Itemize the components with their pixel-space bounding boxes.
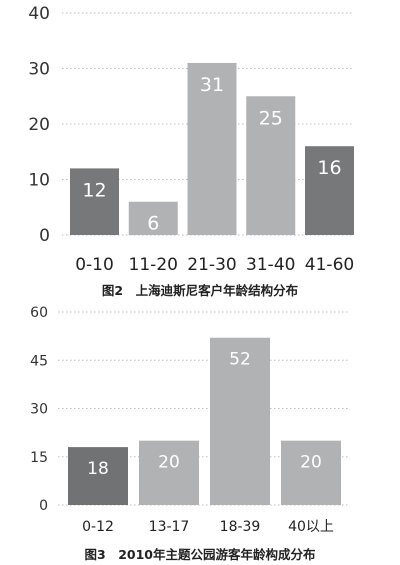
y-tick-label: 15 [30,450,48,466]
bar [139,440,199,505]
data-label: 20 [158,453,180,473]
visitor-age-chart: 0 15 30 45 60 18 0-12 20 13-17 52 18-39 20 40以上 [0,300,400,542]
x-tick-label: 41-60 [305,255,354,275]
x-tick-label: 0-12 [82,519,114,535]
x-tick-label: 18-39 [220,519,261,535]
bar [128,201,178,235]
y-tick-label: 30 [30,402,48,418]
x-tick-label: 21-30 [187,255,236,275]
y-tick-label: 20 [28,115,50,135]
age-structure-chart: 0 10 20 30 40 12 0-10 6 11-20 31 21-30 25 31-40 16 41-… [0,0,400,280]
y-tick-label: 45 [30,353,48,369]
data-label: 6 [147,213,159,235]
bar [187,62,237,236]
data-label: 16 [317,157,341,179]
bar [68,447,128,505]
x-tick-label: 0-10 [75,255,114,275]
x-tick-label: 11-20 [129,255,178,275]
data-label: 25 [259,107,283,129]
bar [281,440,341,505]
y-tick-label: 10 [28,171,50,191]
data-label: 20 [300,453,322,473]
chart-svg: 0 10 20 30 40 12 0-10 6 11-20 31 21-30 25 31-40 16 41-… [28,4,354,275]
x-tick-label: 40以上 [288,519,334,535]
bar [70,168,119,235]
chart-title: 图3 2010年主题公园游客年龄构成分布 [84,547,316,562]
data-label: 12 [82,179,106,201]
y-tick-label: 30 [28,60,50,80]
data-label: 52 [229,350,251,370]
y-tick-label: 60 [30,305,48,321]
y-tick-label: 0 [39,226,50,246]
x-tick-label: 13-17 [149,519,190,535]
y-tick-label: 40 [28,4,50,24]
data-label: 31 [200,74,224,96]
bar [305,146,354,235]
y-tick-label: 0 [39,498,48,514]
chart-title: 图2 上海迪斯尼客户年龄结构分布 [101,283,299,298]
data-label: 18 [87,459,109,479]
bar [246,96,296,235]
bar [210,337,270,505]
chart-svg: 0 15 30 45 60 18 0-12 20 13-17 52 18-39 20 40以上 [30,305,350,535]
x-tick-label: 31-40 [246,255,295,275]
